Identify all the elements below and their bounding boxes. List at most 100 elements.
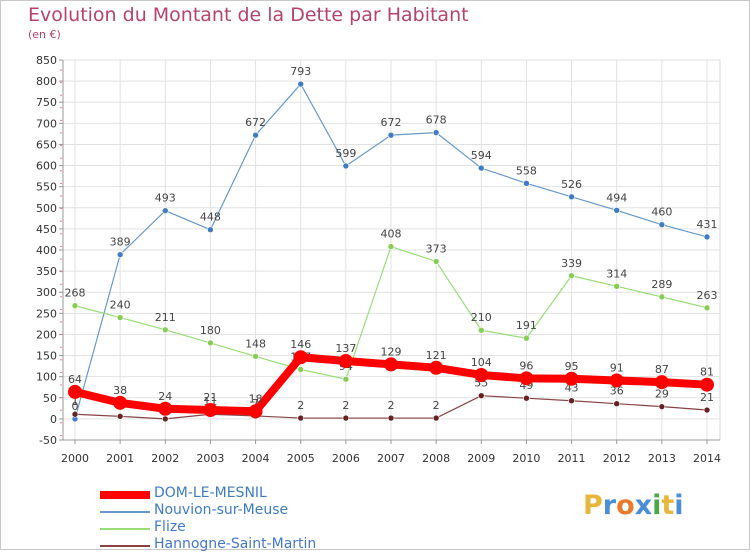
data-label: 493 xyxy=(155,192,176,205)
data-label: 91 xyxy=(610,361,624,374)
data-label: 36 xyxy=(610,385,624,398)
y-tick-label: 350 xyxy=(36,265,57,278)
x-tick-label: 2009 xyxy=(467,452,495,465)
legend-swatch xyxy=(100,491,150,499)
data-label: 494 xyxy=(606,191,627,204)
y-tick-label: 400 xyxy=(36,244,57,257)
data-label: 1 xyxy=(72,395,79,408)
x-tick-label: 2000 xyxy=(61,452,89,465)
data-label: 24 xyxy=(158,390,172,403)
data-point xyxy=(613,283,621,290)
y-tick-label: 850 xyxy=(36,54,57,67)
data-label: 2 xyxy=(297,399,304,412)
y-tick-label: 50 xyxy=(43,392,57,405)
logo-letter: t xyxy=(661,490,675,521)
legend-swatch xyxy=(100,528,150,530)
data-label: 87 xyxy=(655,363,669,376)
data-point xyxy=(161,207,169,215)
data-label: 21 xyxy=(203,391,217,404)
proxiti-logo: Proxiti xyxy=(583,490,684,521)
x-tick-label: 2008 xyxy=(422,452,450,465)
data-label: 95 xyxy=(565,360,579,373)
x-tick-label: 2014 xyxy=(693,452,721,465)
data-point xyxy=(384,357,398,372)
data-point xyxy=(564,371,579,386)
data-point xyxy=(609,373,624,388)
data-point xyxy=(293,350,308,365)
y-tick-label: 650 xyxy=(36,138,57,151)
data-point xyxy=(116,251,124,258)
data-label: 180 xyxy=(200,324,221,337)
data-label: 104 xyxy=(471,356,492,369)
data-label: 448 xyxy=(200,211,221,224)
data-label: 0 xyxy=(72,400,79,413)
x-tick-label: 2004 xyxy=(242,452,270,465)
data-point xyxy=(161,326,169,334)
data-label: 81 xyxy=(700,366,714,379)
y-tick-label: -50 xyxy=(39,434,57,447)
legend-label: Flize xyxy=(154,519,186,535)
data-point xyxy=(252,131,259,139)
data-label: 121 xyxy=(426,349,447,362)
legend-label: DOM-LE-MESNIL xyxy=(154,485,267,501)
data-point xyxy=(700,377,714,392)
data-label: 263 xyxy=(697,289,718,302)
data-point xyxy=(342,375,350,383)
series-flize: 2682402111801481179440837321019133931428… xyxy=(65,228,718,383)
data-point xyxy=(523,394,530,402)
data-point xyxy=(613,400,621,407)
data-label: 373 xyxy=(426,242,447,255)
data-label: 268 xyxy=(65,287,86,300)
data-label: 7 xyxy=(252,397,259,410)
data-point xyxy=(613,207,621,214)
data-label: 38 xyxy=(113,384,127,397)
data-point xyxy=(658,293,666,301)
data-label: 672 xyxy=(245,116,266,129)
data-point xyxy=(703,406,711,414)
data-point xyxy=(71,410,79,418)
data-label: 431 xyxy=(697,218,718,231)
chart-title: Evolution du Montant de la Dette par Hab… xyxy=(28,4,469,26)
y-tick-label: 150 xyxy=(36,350,57,363)
data-point xyxy=(342,414,350,422)
chart-unit-label: (en €) xyxy=(28,28,61,41)
series-nouvion-sur-meuse: 0 389 493 448 672 793 599 672 678 594 558 526 494 460… xyxy=(72,65,718,423)
data-label: 2 xyxy=(433,399,440,412)
data-point xyxy=(113,395,128,410)
data-label: 672 xyxy=(381,116,402,129)
y-tick-label: 500 xyxy=(36,202,57,215)
data-label: 43 xyxy=(565,382,579,395)
y-tick-label: 200 xyxy=(36,328,57,341)
logo-letter: x xyxy=(634,490,653,521)
data-label: 460 xyxy=(651,206,672,219)
data-label: 558 xyxy=(516,164,537,177)
data-label: 96 xyxy=(519,359,533,372)
data-point xyxy=(519,371,534,386)
logo-letter: i xyxy=(674,490,684,521)
data-point xyxy=(342,162,350,170)
logo-letter: r xyxy=(602,490,617,521)
data-point xyxy=(477,392,485,399)
y-tick-label: 100 xyxy=(36,371,57,384)
logo-letter: P xyxy=(583,490,603,521)
x-tick-label: 2005 xyxy=(287,452,315,465)
data-label: 339 xyxy=(561,257,582,270)
data-point xyxy=(429,360,444,375)
data-point xyxy=(297,414,305,422)
data-label: 314 xyxy=(606,267,627,280)
data-point xyxy=(387,414,395,422)
data-point xyxy=(158,401,173,416)
data-point xyxy=(338,354,353,369)
logo-letter: o xyxy=(616,490,635,521)
data-point xyxy=(474,367,489,382)
legend-label: Hannogne-Saint-Martin xyxy=(154,536,317,552)
data-point xyxy=(116,314,124,321)
data-point xyxy=(71,302,79,310)
data-label: 678 xyxy=(426,114,447,127)
data-label: 191 xyxy=(516,319,537,332)
legend-swatch xyxy=(100,511,150,513)
y-tick-label: 450 xyxy=(36,223,57,236)
data-label: 146 xyxy=(290,338,311,351)
data-label: 599 xyxy=(335,147,356,160)
data-point xyxy=(387,131,395,139)
